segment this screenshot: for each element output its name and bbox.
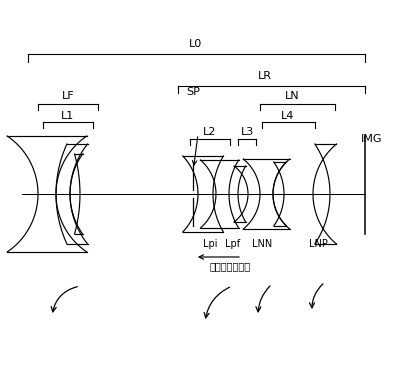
Text: Lpf: Lpf [225,239,240,249]
Text: SP: SP [186,87,199,97]
Text: Lpi: Lpi [202,239,217,249]
Text: L3: L3 [240,127,253,137]
Text: LNN: LNN [251,239,271,249]
Text: （フォーカス）: （フォーカス） [209,261,250,271]
Text: L1: L1 [61,111,75,121]
Text: L2: L2 [203,127,216,137]
Text: LNP: LNP [308,239,327,249]
Text: LF: LF [61,91,74,101]
Text: IMG: IMG [360,134,382,144]
Text: L4: L4 [281,111,294,121]
Text: L0: L0 [188,39,201,49]
Text: LN: LN [284,91,299,101]
Text: LR: LR [257,71,271,81]
